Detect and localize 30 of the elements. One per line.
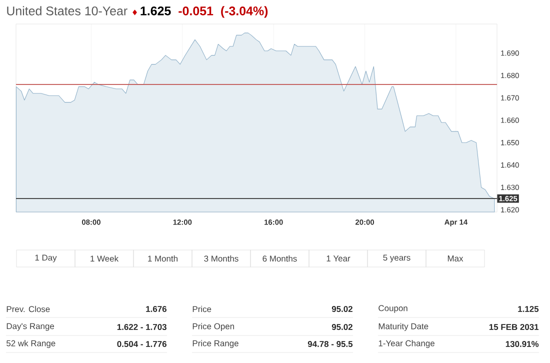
text: -0.051 bbox=[178, 6, 214, 16]
text: Max bbox=[448, 256, 464, 262]
text: 95.02 bbox=[332, 306, 352, 312]
text: 5 years bbox=[383, 254, 410, 262]
text: Day's Range bbox=[6, 323, 54, 331]
text: 1 Year bbox=[326, 256, 350, 262]
text: 52 wk Range bbox=[6, 340, 56, 348]
text: 95.02 bbox=[332, 324, 352, 330]
text: 1.625 bbox=[140, 6, 171, 16]
text: Price bbox=[192, 306, 212, 312]
text: Coupon bbox=[378, 305, 408, 313]
text: Price Open bbox=[192, 323, 234, 331]
text: 15 FEB 2031 bbox=[489, 324, 539, 330]
text: 1.676 bbox=[146, 306, 166, 312]
chart-title: United States 10-Year bbox=[7, 6, 128, 16]
text: Price Range bbox=[192, 340, 238, 348]
text: Prev. Close bbox=[6, 306, 50, 312]
text: 1.622 - 1.703 bbox=[117, 324, 166, 330]
text: 1.125 bbox=[518, 306, 539, 312]
text: 6 Months bbox=[262, 255, 297, 262]
text: 1 Day bbox=[35, 254, 57, 262]
text: 1 Week bbox=[90, 255, 119, 262]
text: 130.91% bbox=[506, 341, 539, 348]
text: Maturity Date bbox=[378, 323, 428, 331]
text: 1-Year Change bbox=[378, 340, 434, 348]
text: 0.504 - 1.776 bbox=[117, 341, 166, 347]
text: 94.78 - 95.5 bbox=[308, 341, 353, 347]
text: 1 Month bbox=[148, 255, 178, 262]
text: (-3.04%) bbox=[221, 6, 268, 18]
text: 3 Months bbox=[204, 255, 238, 262]
